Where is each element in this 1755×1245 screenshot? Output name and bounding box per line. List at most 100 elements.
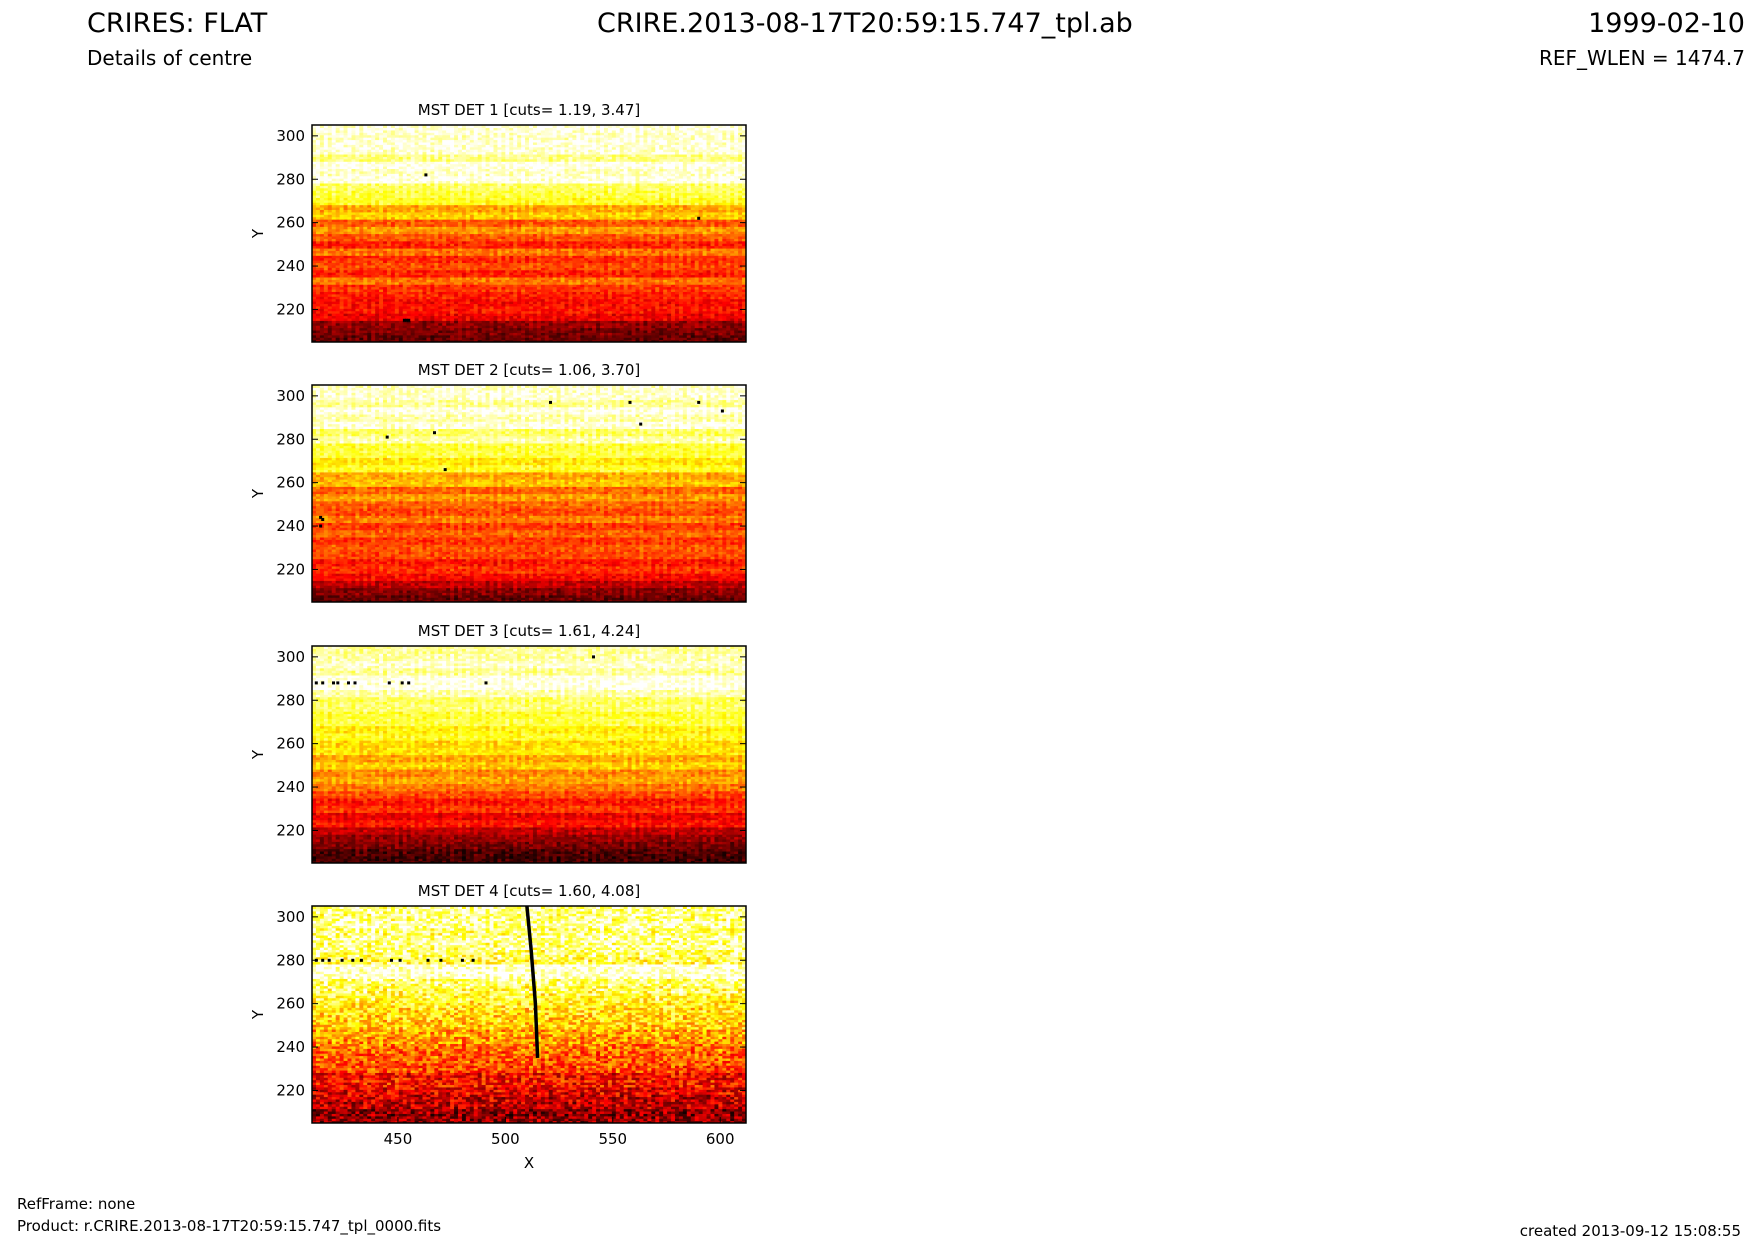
heatmap-cell [335, 325, 341, 329]
heatmap-cell [667, 334, 672, 338]
heatmap-cell [461, 339, 467, 342]
heatmap-cell [580, 313, 585, 317]
heatmap-cell [631, 315, 637, 319]
heatmap-cell [694, 313, 700, 317]
heatmap-cell [398, 339, 404, 342]
heatmap-cell [394, 313, 400, 317]
heatmap-cell [698, 308, 704, 312]
heatmap-cell [315, 313, 321, 317]
heatmap-cell [390, 313, 396, 317]
heatmap-cell [556, 339, 562, 342]
heatmap-cell [442, 325, 447, 329]
heatmap-cell [718, 322, 723, 326]
heatmap-cell [446, 313, 451, 317]
heatmap-cell [493, 339, 499, 342]
heatmap-cell [600, 325, 605, 329]
heatmap-cell [319, 315, 325, 319]
heatmap-cell [674, 325, 680, 329]
heatmap-cell [379, 329, 384, 333]
heatmap-cell [493, 320, 499, 324]
heatmap-cell [446, 317, 451, 321]
heatmap-cell [647, 332, 652, 336]
heatmap-cell [635, 325, 641, 329]
heatmap-cell [556, 334, 562, 338]
heatmap-cell [592, 315, 597, 319]
heatmap-cell [501, 332, 506, 336]
heatmap-cell [682, 313, 688, 317]
heatmap-cell [592, 320, 597, 324]
heatmap-cell [473, 317, 479, 321]
heatmap-cell [414, 337, 420, 341]
heatmap-cell [501, 325, 506, 329]
heatmap-cell [742, 320, 746, 324]
heatmap-cell [426, 313, 431, 317]
heatmap-cell [339, 334, 345, 338]
heatmap-cell [738, 337, 743, 341]
heatmap-cell [682, 317, 688, 321]
heatmap-cell [580, 320, 585, 324]
heatmap-cell [323, 317, 329, 321]
heatmap-cell [694, 325, 700, 329]
heatmap-cell [718, 327, 723, 331]
heatmap-cell [394, 339, 400, 342]
heatmap-cell [465, 337, 471, 341]
heatmap-cell [383, 337, 388, 341]
heatmap-cell [331, 329, 337, 333]
heatmap-cell [655, 313, 660, 317]
heatmap-cell [655, 320, 660, 324]
heatmap-cell [584, 322, 589, 326]
heatmap-cell [485, 308, 491, 312]
heatmap-cell [576, 337, 581, 341]
heatmap-cell [517, 313, 522, 317]
heatmap-cell [690, 339, 696, 342]
heatmap-cell [592, 327, 597, 331]
heatmap-cell [339, 329, 345, 333]
heatmap-cell [627, 339, 633, 342]
heatmap-cell [667, 329, 672, 333]
heatmap-cell [694, 322, 700, 326]
heatmap-cell [481, 337, 487, 341]
heatmap-cell [517, 320, 522, 324]
heatmap-cell [619, 310, 625, 314]
heatmap-cell [532, 327, 538, 331]
heatmap-cell [718, 308, 723, 312]
heatmap-cell [639, 325, 645, 329]
heatmap-cell [588, 315, 593, 319]
heatmap-cell [426, 329, 431, 333]
heatmap-cell [489, 334, 495, 338]
heatmap-cell [631, 313, 637, 317]
heatmap-cell [367, 315, 372, 319]
heatmap-cell [454, 315, 459, 319]
heatmap-cell [611, 339, 617, 342]
heatmap-cell [323, 327, 329, 331]
heatmap-cell [536, 310, 542, 314]
heatmap-cell [446, 310, 451, 314]
heatmap-cell [572, 317, 577, 321]
heatmap-cell [430, 329, 435, 333]
heatmap-cell [517, 329, 522, 333]
heatmap-cell [406, 334, 412, 338]
heatmap-cell [564, 310, 570, 314]
heatmap-cell [457, 322, 463, 326]
heatmap-cell [647, 337, 652, 341]
heatmap-cell [603, 317, 609, 321]
heatmap-cell [639, 334, 645, 338]
heatmap-cell [454, 310, 459, 314]
heatmap-cell [347, 332, 353, 336]
heatmap-cell [694, 310, 700, 314]
heatmap-cell [379, 334, 384, 338]
heatmap-cell [493, 332, 499, 336]
heatmap-cell [323, 329, 329, 333]
heatmap-cell [580, 308, 585, 312]
heatmap-cell [674, 334, 680, 338]
heatmap-cell [639, 313, 645, 317]
heatmap-cell [359, 313, 364, 317]
heatmap-cell [477, 310, 483, 314]
heatmap-cell [600, 339, 605, 342]
heatmap-cell [414, 322, 420, 326]
heatmap-cell [327, 334, 333, 338]
heatmap-cell [339, 325, 345, 329]
heatmap-cell [469, 339, 475, 342]
heatmap-cell [544, 310, 550, 314]
heatmap-cell [319, 337, 325, 341]
